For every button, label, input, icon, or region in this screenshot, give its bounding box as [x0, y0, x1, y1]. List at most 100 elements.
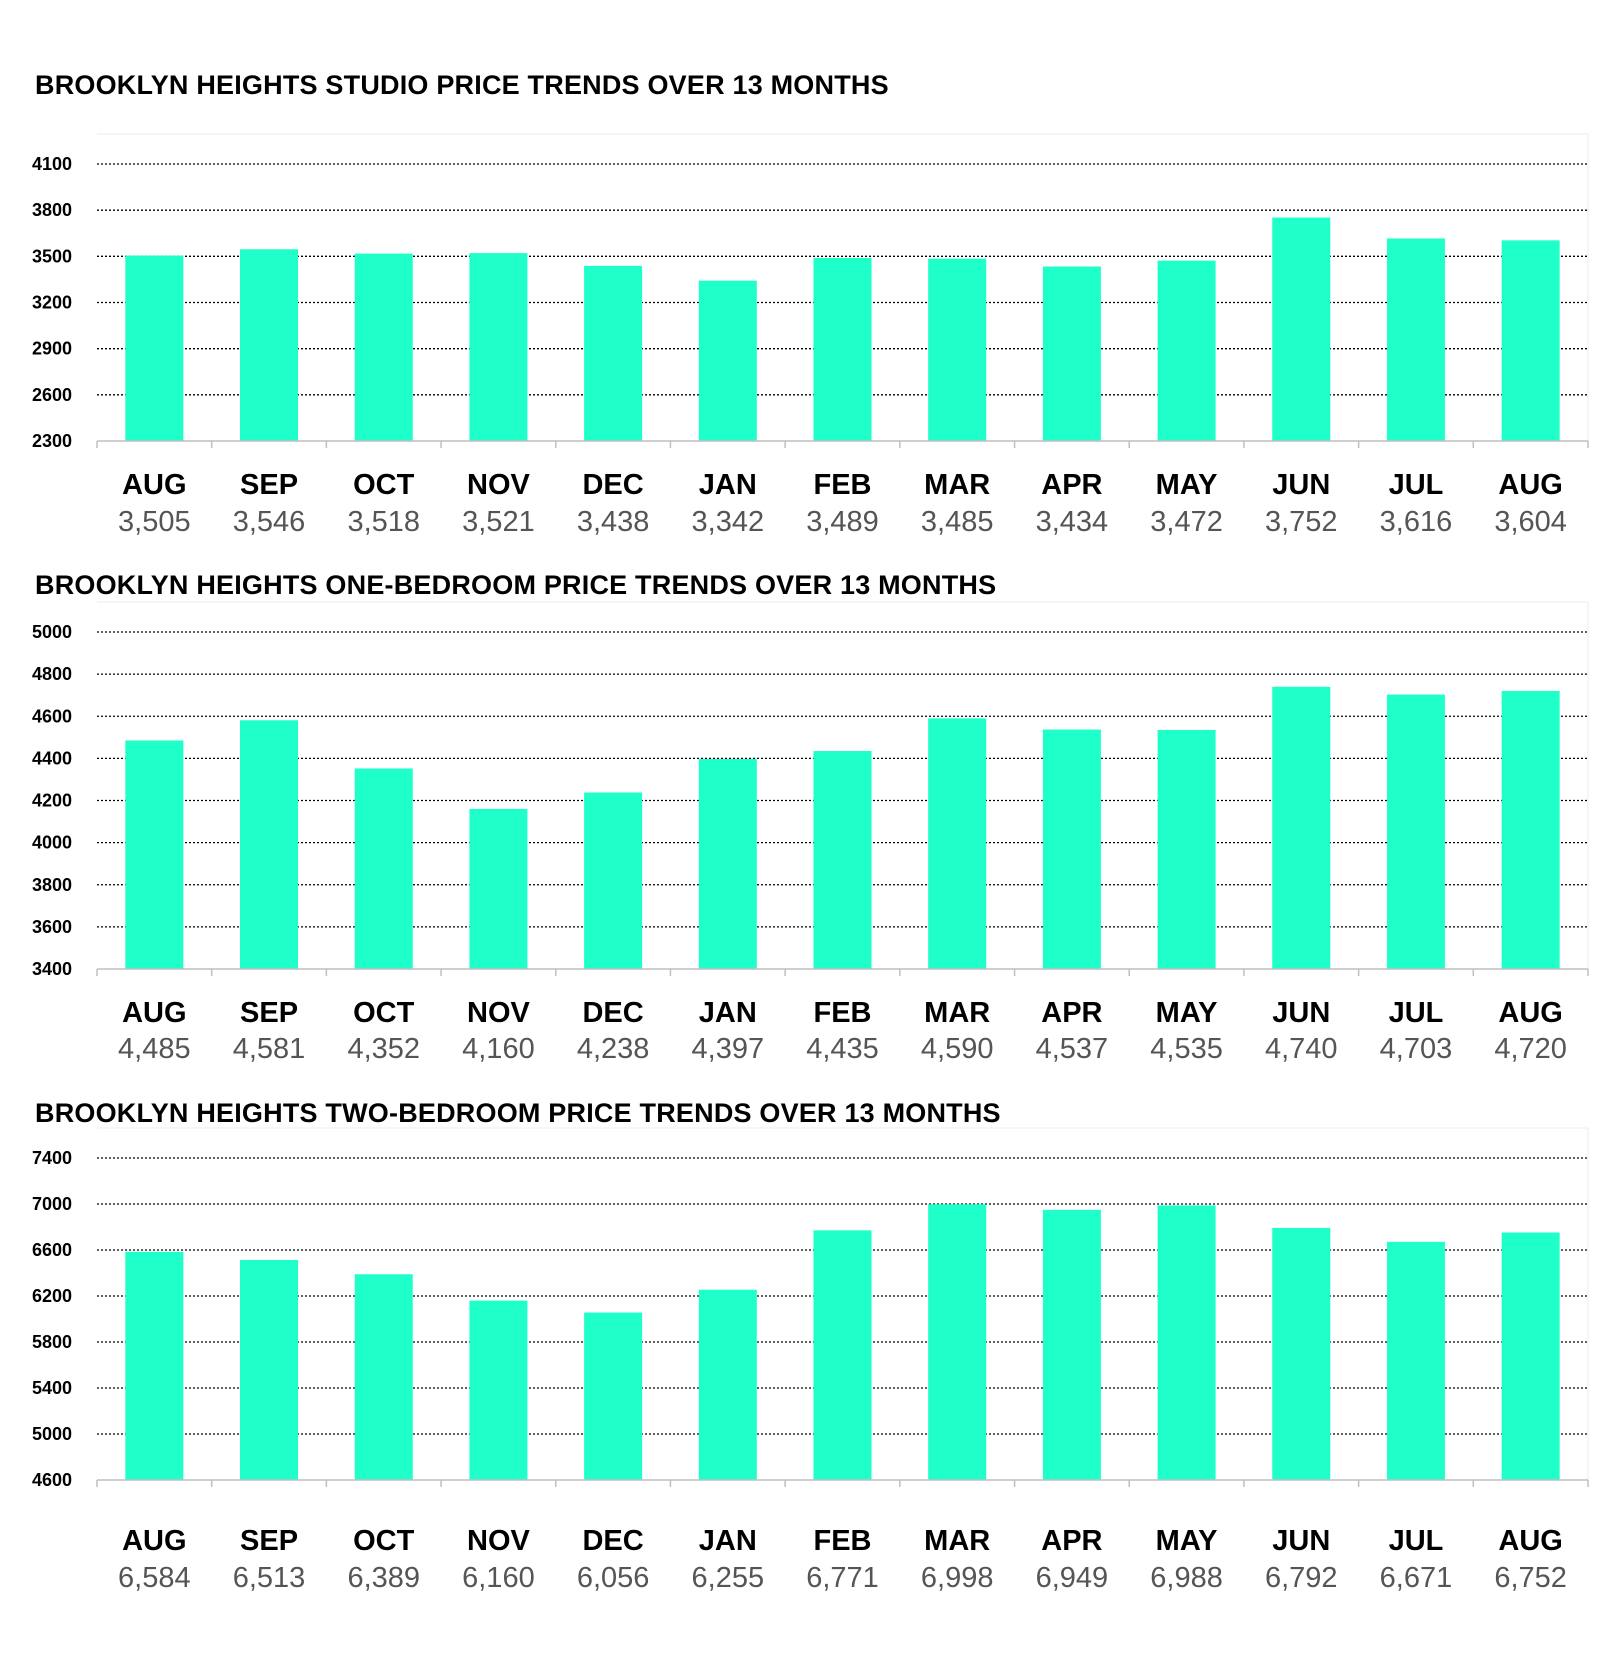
data-label: 4,352 — [347, 1033, 420, 1065]
bar — [1501, 690, 1560, 969]
bar — [125, 255, 184, 441]
x-tick-label: JUN — [1272, 469, 1330, 501]
bar — [813, 1230, 872, 1480]
bar — [813, 258, 872, 441]
bar — [1272, 1227, 1331, 1480]
x-tick-label: JAN — [699, 1525, 757, 1557]
data-label: 3,434 — [1036, 506, 1109, 538]
x-tick-label: FEB — [814, 469, 872, 501]
x-tick-label: APR — [1041, 997, 1102, 1029]
x-tick-label: FEB — [814, 997, 872, 1029]
x-tick-label: JAN — [699, 469, 757, 501]
x-tick-label: OCT — [353, 1525, 415, 1557]
x-tick-label: DEC — [582, 1525, 643, 1557]
data-label: 4,160 — [462, 1033, 535, 1065]
x-tick-label: JAN — [699, 997, 757, 1029]
y-tick-label: 5800 — [32, 1332, 72, 1352]
bar — [469, 808, 528, 969]
y-tick-label: 3600 — [32, 917, 72, 937]
data-label: 6,771 — [806, 1562, 879, 1594]
bar — [354, 253, 413, 441]
data-label: 6,255 — [692, 1562, 765, 1594]
data-label: 6,988 — [1150, 1562, 1223, 1594]
data-label: 6,792 — [1265, 1562, 1338, 1594]
y-tick-label: 2300 — [32, 431, 72, 451]
bar — [240, 249, 299, 441]
data-label: 4,590 — [921, 1033, 994, 1065]
x-tick-label: AUG — [1498, 1525, 1562, 1557]
data-label: 3,485 — [921, 506, 994, 538]
data-label: 6,752 — [1494, 1562, 1567, 1594]
x-tick-label: MAY — [1156, 1525, 1218, 1557]
y-tick-label: 7000 — [32, 1194, 72, 1214]
x-tick-label: MAY — [1156, 469, 1218, 501]
x-tick-label: SEP — [240, 469, 298, 501]
data-label: 3,518 — [347, 506, 420, 538]
bar — [698, 759, 757, 969]
y-tick-label: 4100 — [32, 154, 72, 174]
x-tick-label: JUL — [1389, 997, 1444, 1029]
data-label: 6,160 — [462, 1562, 535, 1594]
y-tick-label: 4800 — [32, 664, 72, 684]
x-tick-label: AUG — [1498, 997, 1562, 1029]
studio-bar-chart: 2300 2600 2900 3200 3500 3800 4100 AUG 3,505 SEP 3… — [32, 133, 1589, 538]
data-label: 4,535 — [1150, 1033, 1223, 1065]
bar — [1501, 240, 1560, 441]
x-tick-label: JUL — [1389, 469, 1444, 501]
x-tick-label: SEP — [240, 997, 298, 1029]
data-label: 3,438 — [577, 506, 650, 538]
y-tick-label: 4600 — [32, 1470, 72, 1490]
data-label: 3,472 — [1150, 506, 1223, 538]
bar — [240, 1260, 299, 1480]
y-tick-label: 4600 — [32, 706, 72, 726]
bar — [1272, 217, 1331, 441]
x-tick-label: JUN — [1272, 1525, 1330, 1557]
data-label: 3,521 — [462, 506, 535, 538]
bar — [1386, 238, 1445, 441]
x-tick-label: AUG — [122, 469, 186, 501]
x-tick-label: DEC — [582, 469, 643, 501]
x-tick-label: JUN — [1272, 997, 1330, 1029]
y-tick-label: 5000 — [32, 622, 72, 642]
data-label: 3,342 — [692, 506, 765, 538]
x-tick-label: MAR — [924, 997, 990, 1029]
y-tick-label: 6600 — [32, 1240, 72, 1260]
data-label: 4,537 — [1036, 1033, 1109, 1065]
data-label: 6,389 — [347, 1562, 420, 1594]
x-tick-label: AUG — [1498, 469, 1562, 501]
bar — [928, 1204, 987, 1480]
bar — [1042, 729, 1101, 969]
y-tick-label: 2900 — [32, 339, 72, 359]
bar — [469, 253, 528, 441]
one-bedroom-bar-chart: 3400 3600 3800 4000 4200 4400 4600 4800 5000 AUG 4… — [32, 601, 1589, 1065]
x-tick-label: NOV — [467, 997, 531, 1029]
data-label: 4,485 — [118, 1033, 191, 1065]
data-label: 3,546 — [233, 506, 306, 538]
data-label: 4,740 — [1265, 1033, 1338, 1065]
bar — [240, 720, 299, 969]
y-tick-label: 7400 — [32, 1148, 72, 1168]
bar — [125, 1251, 184, 1480]
data-label: 3,616 — [1380, 506, 1453, 538]
x-tick-label: JUL — [1389, 1525, 1444, 1557]
x-tick-label: SEP — [240, 1525, 298, 1557]
y-tick-label: 2600 — [32, 385, 72, 405]
bar — [698, 280, 757, 441]
data-label: 4,238 — [577, 1033, 650, 1065]
bar — [354, 768, 413, 969]
bar — [928, 718, 987, 969]
bar — [698, 1289, 757, 1480]
bar — [125, 740, 184, 969]
studio-chart: BROOKLYN HEIGHTS STUDIO PRICE TRENDS OVE… — [0, 0, 1600, 540]
x-tick-label: NOV — [467, 469, 531, 501]
data-label: 3,604 — [1494, 506, 1567, 538]
x-tick-label: FEB — [814, 1525, 872, 1557]
y-tick-label: 3500 — [32, 246, 72, 266]
x-tick-label: MAY — [1156, 997, 1218, 1029]
x-tick-label: APR — [1041, 469, 1102, 501]
y-tick-label: 6200 — [32, 1286, 72, 1306]
data-label: 4,435 — [806, 1033, 879, 1065]
x-tick-label: OCT — [353, 469, 415, 501]
bar — [584, 265, 643, 441]
